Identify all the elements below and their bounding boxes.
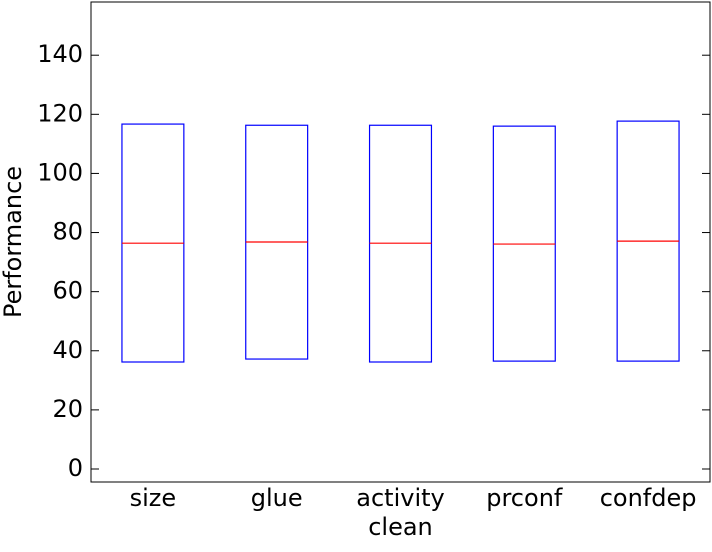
x-tick-label: activity clean: [356, 484, 445, 541]
y-tick-label: 140: [37, 40, 83, 68]
y-tick-label: 120: [37, 99, 83, 127]
x-tick-label: glue: [250, 484, 303, 512]
y-tick-label: 20: [52, 395, 83, 423]
y-tick-label: 40: [52, 336, 83, 364]
y-tick-label: 100: [37, 158, 83, 186]
y-tick-label: 0: [68, 454, 83, 482]
x-tick-label: confdep: [599, 484, 697, 512]
plot-frame: [90, 1, 711, 483]
y-axis-label: Performance: [0, 166, 27, 318]
x-tick-label: prconf: [486, 484, 563, 512]
y-tick-label: 60: [52, 277, 83, 305]
y-tick-label: 80: [52, 218, 83, 246]
x-tick-label: size: [129, 484, 177, 512]
